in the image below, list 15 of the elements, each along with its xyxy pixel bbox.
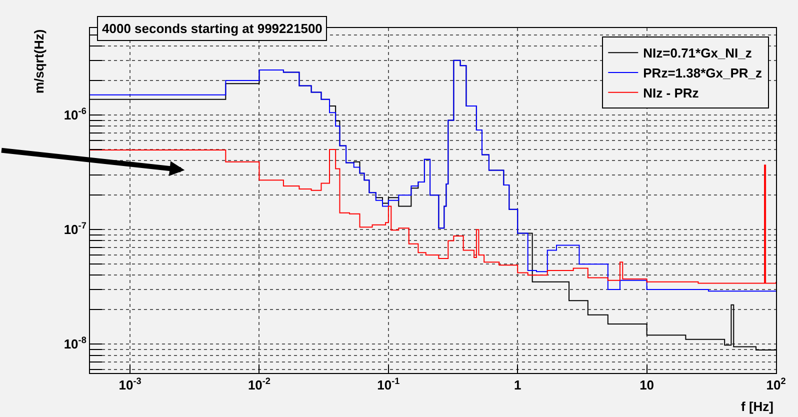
legend-label: NIz=0.71*Gx_NI_z xyxy=(643,46,752,61)
x-tick-label: 10 xyxy=(640,378,654,393)
y-tick-label: 10$^{-7}$ xyxy=(64,220,86,238)
chart-title: 4000 seconds starting at 999221500 xyxy=(102,21,322,36)
x-tick-label: 10$^{-3}$ xyxy=(118,376,142,393)
y-axis-title: m/sqrt(Hz) xyxy=(32,29,47,94)
x-tick-label: 10$^{-2}$ xyxy=(248,376,270,393)
y-tick-label: 10$^{-6}$ xyxy=(64,106,86,123)
legend-label: PRz=1.38*Gx_PR_z xyxy=(643,66,763,81)
x-tick-label: 1 xyxy=(514,378,522,393)
y-tick-label: 10$^{-8}$ xyxy=(64,335,86,352)
x-tick-label: 10$^{2}$ xyxy=(766,376,786,393)
x-tick-label: 10$^{-1}$ xyxy=(377,376,400,393)
legend-label: NIz - PRz xyxy=(643,85,700,100)
x-axis-title: f [Hz] xyxy=(741,399,774,414)
